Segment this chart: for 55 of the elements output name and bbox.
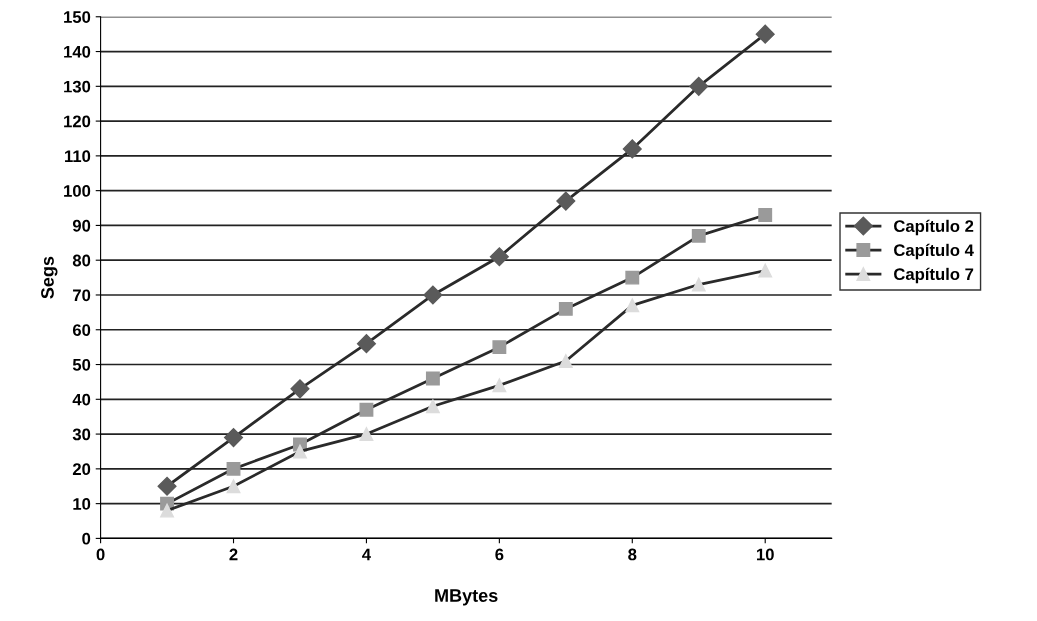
point xyxy=(423,285,443,305)
y-tick-label: 150 xyxy=(64,11,91,23)
legend-label: Capítulo 7 xyxy=(894,267,974,284)
point xyxy=(157,476,177,496)
y-tick-label: 60 xyxy=(72,324,91,336)
point xyxy=(226,479,241,494)
y-tick-label: 50 xyxy=(72,358,91,371)
point xyxy=(625,270,640,285)
point xyxy=(492,340,507,355)
y-tick-label: 0 xyxy=(82,532,91,545)
y-tick-label: 120 xyxy=(64,115,91,128)
x-tick-label: 2 xyxy=(229,548,238,561)
point xyxy=(160,503,174,518)
x-tick-label: 6 xyxy=(495,548,504,561)
point xyxy=(290,379,310,399)
legend-label: Capítulo 4 xyxy=(894,243,974,260)
point xyxy=(293,444,307,459)
point xyxy=(425,399,440,414)
point xyxy=(758,263,773,278)
point xyxy=(223,428,244,448)
y-tick-label: 30 xyxy=(72,428,91,441)
y-tick-label: 10 xyxy=(73,498,91,510)
x-tick-label: 0 xyxy=(96,548,105,561)
y-tick-label: 90 xyxy=(72,219,91,232)
point xyxy=(556,191,576,211)
y-tick-label: 130 xyxy=(64,80,91,93)
point xyxy=(691,277,706,292)
y-tick-label: 80 xyxy=(72,254,91,267)
point xyxy=(359,402,374,417)
x-tick-label: 4 xyxy=(362,548,371,561)
point xyxy=(492,378,507,393)
y-tick-label: 20 xyxy=(72,463,91,476)
point xyxy=(622,139,642,159)
y-tick-label: 40 xyxy=(72,393,91,406)
y-axis-title: Segs xyxy=(41,256,58,299)
y-tick-label: 140 xyxy=(64,45,91,58)
point xyxy=(691,228,706,243)
y-tick-label: 110 xyxy=(65,150,91,163)
point xyxy=(689,76,709,96)
point xyxy=(425,371,440,386)
point xyxy=(356,334,376,354)
point xyxy=(625,298,640,313)
y-tick-label: 100 xyxy=(64,185,91,197)
point xyxy=(489,247,509,267)
point xyxy=(558,301,573,316)
point xyxy=(755,24,775,44)
x-tick-label: 8 xyxy=(628,548,637,561)
x-axis-title: MBytes xyxy=(435,589,498,606)
legend-label: Capítulo 2 xyxy=(894,219,974,236)
x-tick-label: 10 xyxy=(756,548,774,561)
y-tick-label: 70 xyxy=(73,289,91,302)
point xyxy=(558,354,573,368)
point xyxy=(758,208,773,222)
point xyxy=(359,427,374,442)
point xyxy=(226,461,241,476)
